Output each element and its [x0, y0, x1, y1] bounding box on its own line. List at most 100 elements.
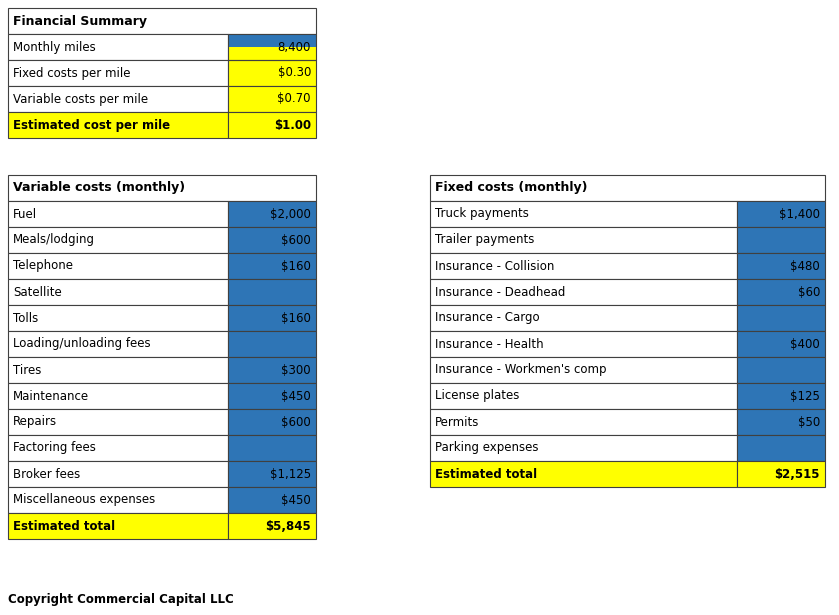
Text: Tolls: Tolls — [13, 312, 39, 325]
Text: Satellite: Satellite — [13, 285, 62, 298]
Bar — [430, 279, 737, 305]
Bar — [737, 331, 825, 357]
Bar — [8, 112, 228, 138]
Text: $1,125: $1,125 — [270, 467, 311, 480]
Text: $160: $160 — [281, 312, 311, 325]
Text: $1,400: $1,400 — [779, 207, 820, 221]
Text: Loading/unloading fees: Loading/unloading fees — [13, 338, 151, 351]
Bar — [430, 331, 737, 357]
Text: Factoring fees: Factoring fees — [13, 442, 96, 454]
Text: Copyright Commercial Capital LLC: Copyright Commercial Capital LLC — [8, 593, 234, 606]
Text: Insurance - Cargo: Insurance - Cargo — [435, 312, 539, 325]
Bar — [430, 227, 737, 253]
Bar — [228, 513, 316, 539]
Text: $0.30: $0.30 — [278, 66, 311, 79]
Bar — [737, 279, 825, 305]
Text: Truck payments: Truck payments — [435, 207, 529, 221]
Text: $125: $125 — [790, 389, 820, 402]
Bar — [8, 435, 228, 461]
Bar — [8, 513, 228, 539]
Bar — [228, 279, 316, 305]
Bar — [430, 201, 737, 227]
Bar — [8, 461, 228, 487]
Bar — [8, 357, 228, 383]
Bar — [737, 227, 825, 253]
Text: $2,000: $2,000 — [270, 207, 311, 221]
Bar — [8, 227, 228, 253]
Bar — [737, 461, 825, 487]
Text: Insurance - Health: Insurance - Health — [435, 338, 544, 351]
Text: $600: $600 — [281, 234, 311, 247]
Text: License plates: License plates — [435, 389, 519, 402]
Text: Meals/lodging: Meals/lodging — [13, 234, 95, 247]
Bar — [228, 409, 316, 435]
Bar — [228, 34, 316, 47]
Bar — [228, 435, 316, 461]
Bar — [737, 305, 825, 331]
Text: $0.70: $0.70 — [278, 92, 311, 106]
Text: Maintenance: Maintenance — [13, 389, 89, 402]
Text: $450: $450 — [281, 493, 311, 507]
Bar — [8, 305, 228, 331]
Bar — [8, 409, 228, 435]
Bar — [737, 383, 825, 409]
Text: $160: $160 — [281, 260, 311, 272]
Bar — [8, 175, 316, 201]
Text: Financial Summary: Financial Summary — [13, 15, 147, 28]
Text: $5,845: $5,845 — [265, 520, 311, 533]
Bar — [8, 8, 316, 34]
Bar — [8, 331, 228, 357]
Bar — [737, 201, 825, 227]
Text: Permits: Permits — [435, 416, 479, 429]
Text: $300: $300 — [281, 363, 311, 376]
Text: Variable costs per mile: Variable costs per mile — [13, 92, 149, 106]
Bar — [737, 435, 825, 461]
Bar — [228, 47, 316, 60]
Bar — [737, 253, 825, 279]
Text: Fixed costs per mile: Fixed costs per mile — [13, 66, 131, 79]
Text: $600: $600 — [281, 416, 311, 429]
Text: $50: $50 — [798, 416, 820, 429]
Text: $400: $400 — [790, 338, 820, 351]
Bar — [228, 201, 316, 227]
Bar — [8, 201, 228, 227]
Bar — [228, 461, 316, 487]
Text: $480: $480 — [790, 260, 820, 272]
Bar — [430, 175, 825, 201]
Text: Insurance - Deadhead: Insurance - Deadhead — [435, 285, 565, 298]
Text: Trailer payments: Trailer payments — [435, 234, 534, 247]
Bar — [8, 34, 228, 60]
Bar — [228, 383, 316, 409]
Bar — [228, 305, 316, 331]
Text: Insurance - Collision: Insurance - Collision — [435, 260, 555, 272]
Text: $1.00: $1.00 — [274, 119, 311, 132]
Bar — [228, 253, 316, 279]
Bar — [8, 279, 228, 305]
Text: Repairs: Repairs — [13, 416, 57, 429]
Text: Monthly miles: Monthly miles — [13, 41, 96, 54]
Text: Insurance - Workmen's comp: Insurance - Workmen's comp — [435, 363, 607, 376]
Bar — [228, 34, 316, 60]
Text: 8,400: 8,400 — [278, 41, 311, 54]
Bar — [737, 357, 825, 383]
Text: Estimated total: Estimated total — [13, 520, 115, 533]
Text: Broker fees: Broker fees — [13, 467, 81, 480]
Text: Fixed costs (monthly): Fixed costs (monthly) — [435, 181, 587, 194]
Text: $2,515: $2,515 — [774, 467, 820, 480]
Bar — [8, 86, 228, 112]
Bar — [8, 383, 228, 409]
Text: Variable costs (monthly): Variable costs (monthly) — [13, 181, 185, 194]
Text: Miscellaneous expenses: Miscellaneous expenses — [13, 493, 155, 507]
Text: Tires: Tires — [13, 363, 41, 376]
Bar — [430, 305, 737, 331]
Bar — [8, 487, 228, 513]
Bar — [228, 227, 316, 253]
Bar — [430, 357, 737, 383]
Text: $60: $60 — [798, 285, 820, 298]
Bar — [228, 60, 316, 86]
Text: Telephone: Telephone — [13, 260, 73, 272]
Bar — [8, 253, 228, 279]
Bar — [430, 461, 737, 487]
Text: Estimated total: Estimated total — [435, 467, 537, 480]
Bar — [737, 409, 825, 435]
